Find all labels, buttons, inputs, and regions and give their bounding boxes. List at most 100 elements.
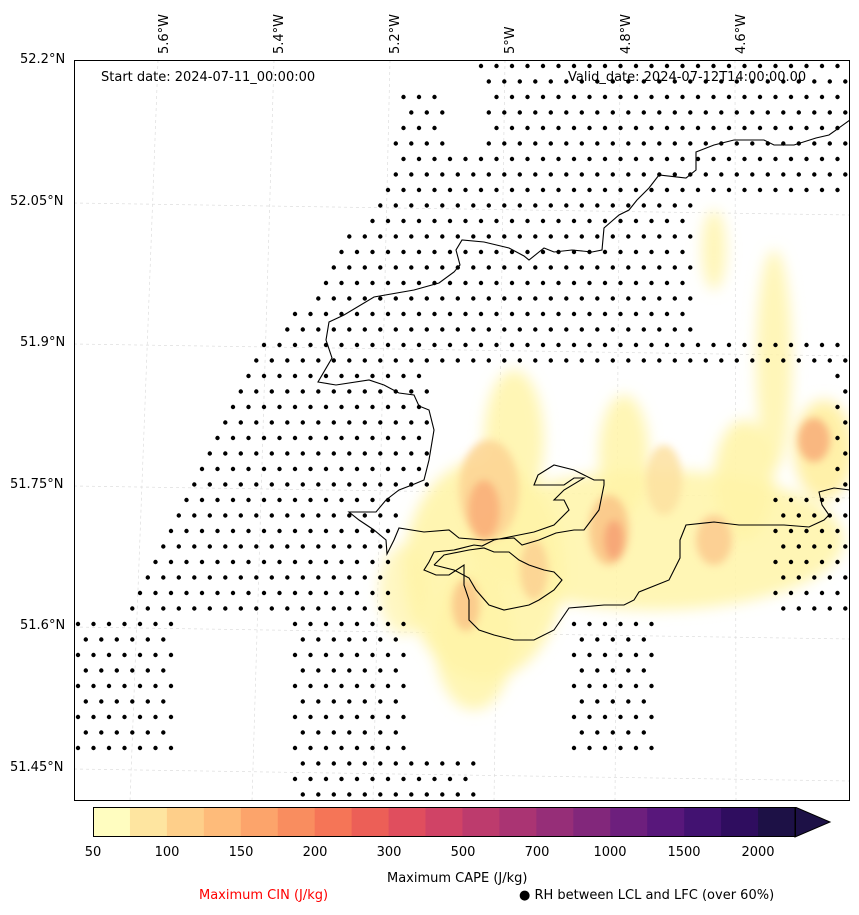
rh-dot (548, 327, 553, 332)
rh-dot (502, 296, 507, 301)
rh-dot (168, 621, 174, 627)
rh-dot (424, 296, 429, 301)
rh-dot (688, 79, 693, 84)
rh-dot (308, 373, 313, 379)
rh-dot (440, 234, 445, 239)
colorbar-cell (203, 807, 242, 837)
rh-dot (385, 249, 391, 255)
rh-dot (416, 776, 422, 782)
rh-dot (835, 528, 840, 534)
rh-dot (308, 776, 313, 782)
rh-dot (393, 327, 398, 332)
rh-dot (354, 373, 360, 379)
rh-dot (409, 265, 414, 270)
rh-dot (602, 714, 608, 720)
rh-dot (199, 497, 205, 503)
rh-dot (385, 776, 391, 782)
rh-dot (285, 606, 290, 611)
rh-dot (440, 358, 445, 363)
rh-dot (641, 110, 646, 115)
rh-dot (378, 389, 383, 394)
rh-dot (378, 327, 383, 332)
rh-dot (184, 497, 189, 503)
rh-dot (370, 745, 375, 751)
rh-dot (486, 358, 491, 363)
rh-dot (610, 358, 615, 363)
rh-dot (246, 404, 251, 410)
rh-dot (742, 63, 747, 69)
rh-dot (672, 79, 677, 84)
rh-dot (370, 311, 375, 317)
rh-dot (331, 606, 336, 611)
rh-dot (106, 745, 112, 751)
rh-dot (409, 358, 414, 363)
rh-dot (618, 249, 623, 255)
rh-dot (254, 451, 259, 456)
rh-dot (308, 745, 313, 751)
rh-dot (610, 296, 615, 301)
rh-dot (424, 141, 429, 146)
rh-dot (579, 637, 584, 642)
rh-dot (742, 156, 747, 162)
rh-dot (835, 342, 840, 348)
rh-dot (347, 265, 352, 270)
rh-dot (83, 637, 88, 642)
rh-dot (323, 280, 329, 286)
rh-dot (664, 156, 670, 162)
colorbar-cell (388, 807, 427, 837)
rh-dot (494, 280, 499, 286)
rh-dot (618, 652, 623, 658)
rh-dot (455, 792, 460, 797)
rh-dot (184, 590, 189, 596)
rh-dot (323, 745, 329, 751)
rh-dot (719, 110, 724, 115)
rh-dot (292, 497, 298, 503)
rh-dot (300, 389, 305, 394)
rh-dot (618, 311, 623, 317)
rh-dot (571, 280, 577, 286)
rh-dot (339, 435, 344, 441)
lat-label-51-6n: 51.6°N (20, 618, 66, 633)
rh-dot (323, 714, 329, 720)
rh-dot (781, 606, 786, 611)
rh-dot (230, 497, 236, 503)
rh-dot (261, 497, 267, 503)
rh-dot (556, 63, 561, 69)
rh-dot (548, 358, 553, 363)
colorbar-cell (277, 807, 316, 837)
rh-dot (827, 606, 832, 611)
rh-dot (843, 389, 848, 394)
rh-dot (587, 187, 592, 193)
rh-dot (292, 528, 298, 534)
rh-dot (804, 342, 809, 348)
rh-dot (347, 668, 352, 673)
rh-dot (300, 482, 305, 487)
rh-dot (688, 141, 693, 146)
rh-dot (277, 373, 282, 379)
rh-dot (509, 218, 515, 224)
rh-dot (339, 714, 344, 720)
rh-dot (370, 714, 375, 720)
rh-dot (711, 156, 716, 162)
rh-dot (525, 63, 530, 69)
rh-dot (447, 187, 453, 193)
rh-dot (471, 761, 476, 766)
rh-dot (765, 79, 770, 84)
rh-dot (378, 358, 383, 363)
rh-dot (354, 559, 360, 565)
rh-dot (672, 234, 677, 239)
rh-dot (812, 110, 817, 115)
rh-dot (765, 110, 770, 115)
rh-dot (130, 606, 135, 611)
rh-dot (796, 544, 801, 549)
rh-dot (285, 544, 290, 549)
rh-dot (517, 358, 522, 363)
coastline-inner (433, 547, 563, 611)
rh-dot (649, 745, 654, 751)
rh-dot (114, 637, 119, 642)
rh-dot (564, 172, 569, 177)
rh-dot (556, 125, 561, 131)
rh-dot (370, 497, 375, 503)
rh-dot (362, 637, 367, 642)
rh-dot (416, 94, 422, 100)
